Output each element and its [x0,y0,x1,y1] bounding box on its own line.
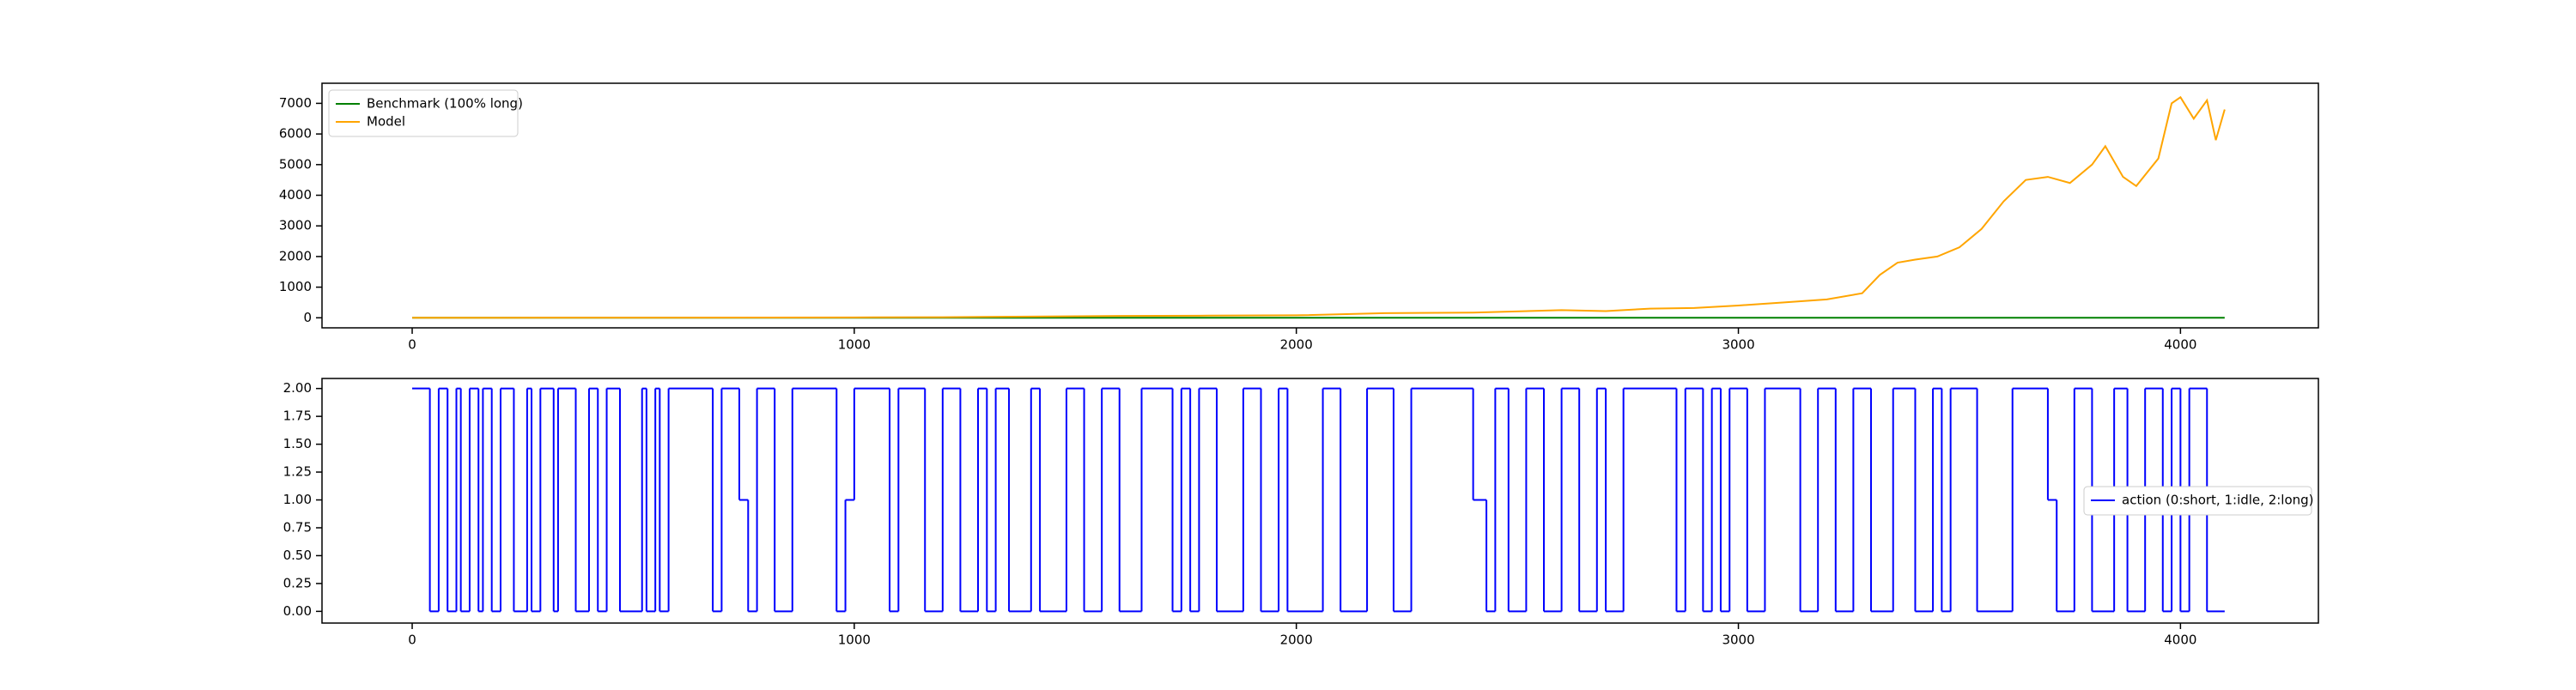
legend-box [328,89,519,137]
y-tick-label: 0.25 [283,575,312,590]
y-tick-label: 5000 [279,156,312,172]
x-tick-label: 4000 [2164,337,2196,353]
y-tick-label: 6000 [279,126,312,142]
axes-frame [321,82,2319,329]
x-tick-label: 3000 [1722,337,1754,353]
x-tick-label: 3000 [1722,632,1754,648]
y-tick-label: 2000 [279,248,312,263]
x-tick-label: 2000 [1280,632,1313,648]
x-tick-label: 0 [408,632,416,648]
y-tick-label: 0.50 [283,548,312,563]
y-tick-label: 4000 [279,187,312,203]
axes-frame [321,378,2319,624]
y-tick-label: 1.75 [283,409,312,424]
y-tick-label: 0.00 [283,603,312,619]
x-tick-label: 4000 [2164,632,2196,648]
x-tick-label: 1000 [838,632,871,648]
y-tick-label: 2.00 [283,380,312,396]
legend-label: Benchmark (100% long) [367,96,523,112]
series-line [412,95,2226,319]
y-tick-label: 7000 [279,95,312,111]
y-tick-label: 0 [303,310,312,325]
y-tick-label: 3000 [279,218,312,233]
legend-label: action (0:short, 1:idle, 2:long) [2122,493,2314,508]
y-tick-label: 1000 [279,279,312,294]
x-tick-label: 0 [408,337,416,353]
y-tick-label: 1.00 [283,492,312,507]
legend-label: Model [367,114,405,130]
y-tick-label: 1.50 [283,436,312,451]
x-tick-label: 2000 [1280,337,1313,353]
legend-box [2083,486,2312,516]
y-tick-label: 0.75 [283,519,312,535]
x-tick-label: 1000 [838,337,871,353]
y-tick-label: 1.25 [283,464,312,480]
